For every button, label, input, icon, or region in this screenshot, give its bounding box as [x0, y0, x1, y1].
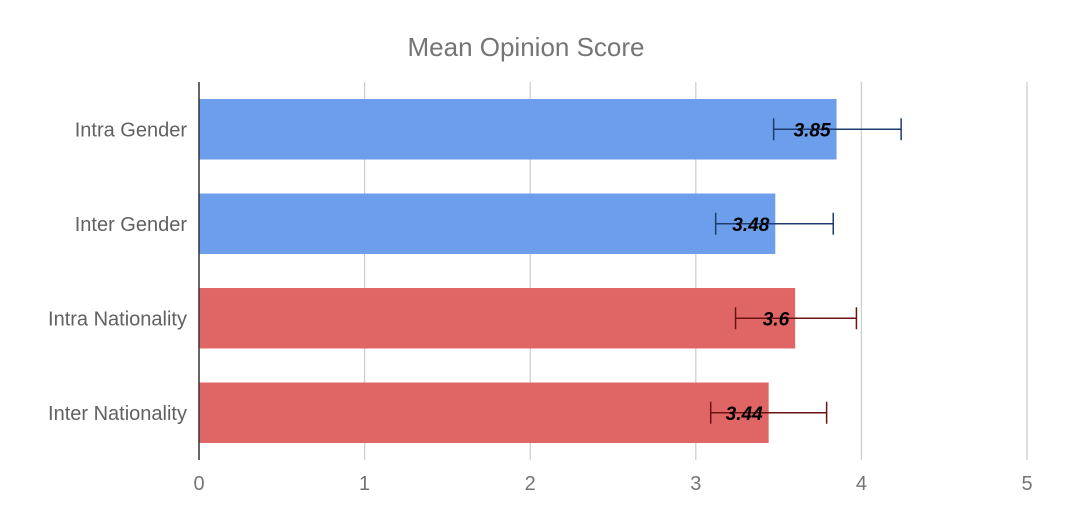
bar	[199, 99, 837, 160]
data-labels: 3.85 3.48 3.6 3.44	[726, 120, 831, 425]
bar	[199, 288, 796, 349]
x-tick-label: 0	[193, 473, 204, 495]
data-label: 3.44	[726, 404, 763, 425]
x-tick-label: 5	[1021, 473, 1032, 495]
category-label: Inter Gender	[75, 214, 188, 236]
data-label: 3.85	[794, 120, 831, 141]
x-tick-label: 3	[690, 473, 701, 495]
bars	[199, 99, 837, 443]
x-tick-label: 2	[525, 473, 536, 495]
category-label: Intra Nationality	[48, 308, 187, 330]
chart-title: Mean Opinion Score	[407, 32, 644, 62]
bar	[199, 382, 769, 443]
error-bars	[709, 118, 902, 424]
data-label: 3.48	[732, 215, 769, 236]
x-tick-labels: 0 1 2 3 4 5	[193, 473, 1032, 495]
category-label: Intra Gender	[75, 119, 188, 141]
x-tick-label: 1	[359, 473, 370, 495]
category-labels: Intra Gender Inter Gender Intra Nationalit…	[48, 119, 187, 425]
data-label: 3.6	[763, 309, 790, 330]
x-tick-label: 4	[856, 473, 867, 495]
category-label: Inter Nationality	[48, 403, 187, 425]
bar	[199, 193, 776, 254]
